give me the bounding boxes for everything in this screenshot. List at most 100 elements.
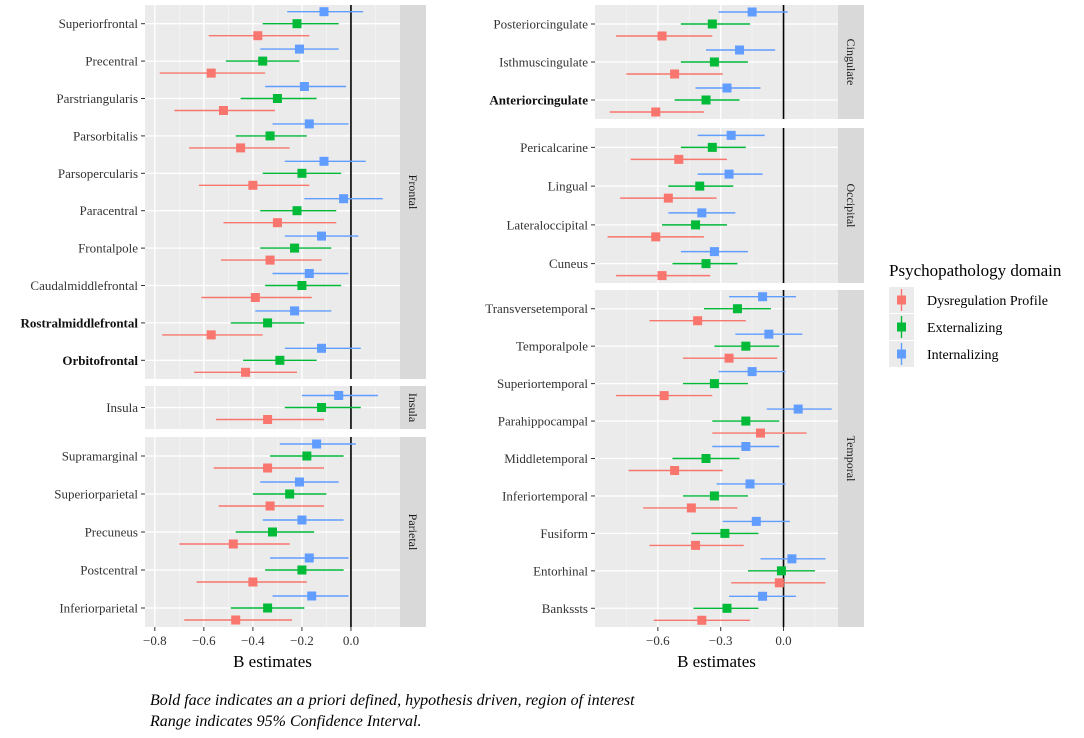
point-int-supramarginal [312,439,322,449]
point-int-frontalpole [317,231,327,241]
point-int-superiortemporal [747,367,757,377]
point-dys-isthmuscingulate [670,69,680,79]
point-dys-inferiorparietal [231,615,241,625]
point-ext-isthmuscingulate [709,57,719,67]
point-int-parahippocampal [793,404,803,414]
point-ext-superiortemporal [709,379,719,389]
point-dys-insula [263,415,273,424]
point-int-fusiform [751,516,761,526]
point-int-postcentral [304,553,314,563]
region-label-middletemporal: Middletemporal [504,451,588,466]
strip-label-occipital: Occipital [844,184,858,229]
point-int-entorhinal [787,554,797,564]
point-ext-inferiortemporal [709,491,719,501]
region-label-isthmuscingulate: Isthmuscingulate [499,55,588,70]
region-label-posteriorcingulate: Posteriorcingulate [493,17,588,32]
strip-cingulate [838,5,864,119]
point-ext-insula [317,403,327,412]
point-int-parstriangularis [299,82,309,91]
legend: Psychopathology domain Dysregulation Pro… [889,261,1062,367]
strip-label-parietal: Parietal [406,514,420,551]
region-label-paracentral: Paracentral [80,203,139,218]
point-ext-supramarginal [302,451,312,461]
panel-background [145,5,400,379]
region-label-frontalpole: Frontalpole [78,241,138,256]
region-label-lateraloccipital: Lateraloccipital [506,217,588,232]
point-int-paracentral [339,194,349,204]
point-int-parsopercularis [319,156,329,166]
region-label-precuneus: Precuneus [85,525,138,540]
point-ext-lingual [695,181,705,191]
region-label-fusiform: Fusiform [540,526,588,541]
region-label-superiorparietal: Superiorparietal [54,487,138,502]
strip-parietal [400,437,426,627]
point-dys-parsorbitalis [236,143,246,153]
point-int-parsorbitalis [304,119,314,129]
point-dys-lingual [663,193,673,203]
point-dys-rostralmiddlefrontal [206,330,216,340]
region-label-entorhinal: Entorhinal [533,563,588,578]
region-label-superiortemporal: Superiortemporal [497,376,588,391]
point-int-temporalpole [764,329,774,339]
point-int-superiorfrontal [319,7,329,17]
strip-label-temporal: Temporal [844,436,858,482]
left-panel-frontal: Superiorfrontal Precentral Parstriangulari… [21,5,426,379]
right-panel-temporal: Transversetemporal Temporalpole Superiorte… [485,290,864,627]
point-ext-entorhinal [776,566,786,576]
strip-occipital [838,128,864,283]
legend-label-dys: Dysregulation Profile [927,294,1048,309]
region-label-transversetemporal: Transversetemporal [485,301,588,316]
point-int-cuneus [709,247,719,257]
point-dys-temporalpole [724,353,734,363]
point-ext-frontalpole [290,243,300,253]
point-ext-rostralmiddlefrontal [263,318,273,328]
region-label-anteriorcingulate: Anteriorcingulate [489,93,588,108]
point-dys-bankssts [697,615,707,625]
figure-caption: Bold face indicates an a priori defined,… [150,690,635,732]
region-label-inferiorparietal: Inferiorparietal [59,601,138,616]
point-int-lateraloccipital [697,208,707,218]
point-ext-paracentral [292,206,302,216]
point-ext-superiorparietal [285,489,295,499]
point-ext-inferiorparietal [263,603,273,613]
point-int-pericalcarine [726,130,736,140]
legend-label-int: Internalizing [927,348,999,363]
point-dys-fusiform [691,540,701,550]
point-ext-precentral [258,56,268,66]
point-dys-frontalpole [265,255,275,265]
region-label-supramarginal: Supramarginal [62,449,139,464]
point-ext-pericalcarine [707,142,717,152]
point-ext-parahippocampal [741,416,751,426]
point-dys-caudalmiddlefrontal [250,293,260,302]
point-dys-middletemporal [670,466,680,475]
strip-frontal [400,5,426,379]
region-label-caudalmiddlefrontal: Caudalmiddlefrontal [30,278,138,293]
strip-label-insula: Insula [406,393,420,423]
caption-line-1: Bold face indicates an a priori defined,… [150,692,635,709]
legend-swatch-dys [897,295,906,305]
left-x-axis-title: B estimates [233,652,312,671]
region-label-pericalcarine: Pericalcarine [520,140,588,155]
point-int-bankssts [758,591,768,601]
x-tick-label: −0.4 [241,633,265,648]
point-dys-cuneus [657,271,667,281]
x-tick-label: −0.8 [143,633,167,648]
region-label-lingual: Lingual [548,179,589,194]
point-int-isthmuscingulate [735,45,745,55]
point-ext-orbitofrontal [275,355,285,365]
point-int-transversetemporal [758,292,768,302]
point-ext-transversetemporal [732,304,742,314]
point-dys-parahippocampal [755,428,765,438]
strip-label-frontal: Frontal [406,175,420,210]
left-column-chart: Superiorfrontal Precentral Parstriangulari… [21,5,426,671]
point-dys-paracentral [272,218,282,228]
panel-background [595,128,838,283]
point-dys-supramarginal [263,463,273,473]
point-int-rostralmiddlefrontal [290,306,300,316]
point-ext-cuneus [701,259,711,269]
point-ext-parstriangularis [272,94,282,103]
point-dys-precuneus [228,539,238,549]
point-dys-superiorparietal [265,501,275,511]
point-dys-lateraloccipital [651,232,661,242]
point-dys-parsopercularis [248,180,258,190]
